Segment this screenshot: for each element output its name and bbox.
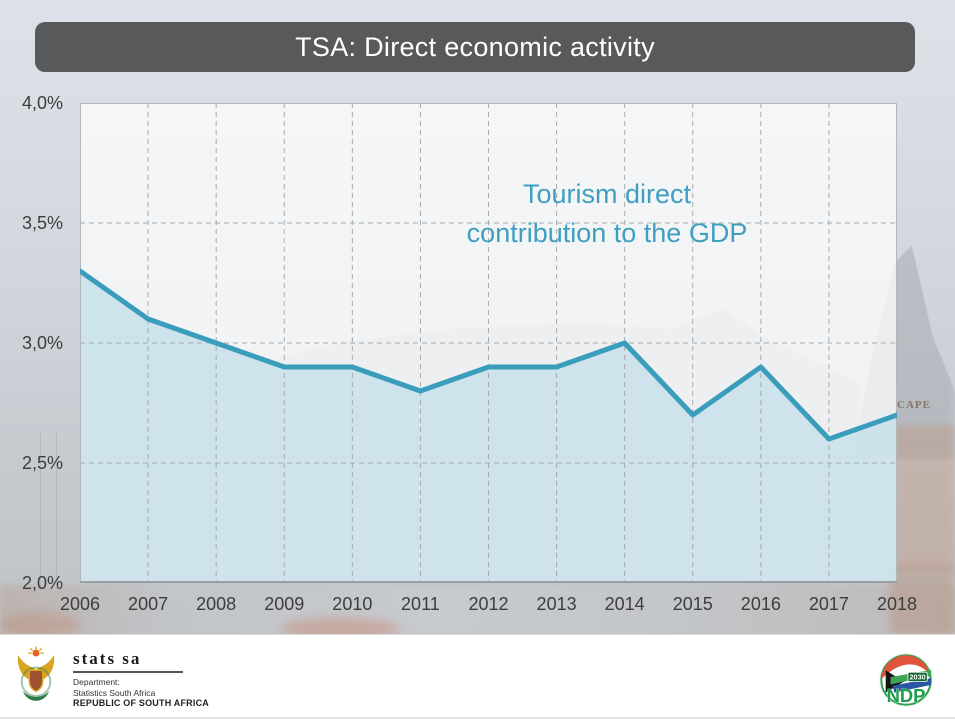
y-tick-label: 3,0%: [21, 333, 63, 353]
x-tick-label: 2010: [332, 594, 373, 614]
statssa-coat-of-arms-icon: [17, 646, 55, 701]
statssa-rule: [73, 671, 183, 673]
x-tick-label: 2011: [401, 594, 440, 614]
statssa-dept-name: Statistics South Africa: [73, 687, 156, 698]
y-tick-label: 4,0%: [21, 93, 63, 113]
x-tick-label: 2009: [264, 594, 305, 614]
chart-canvas: [80, 103, 897, 583]
x-tick-label: 2006: [59, 594, 101, 614]
footer-bottom-line: [0, 717, 955, 719]
ndp-label-text: NDP: [887, 685, 926, 706]
x-tick-label: 2008: [196, 594, 237, 614]
y-tick-label: 2,0%: [21, 573, 63, 593]
x-tick-label: 2015: [672, 594, 713, 614]
y-axis-labels: 4,0% 3,5% 3,0% 2,5% 2,0%: [0, 0, 63, 721]
ndp-logo: 2030 NDP: [877, 651, 935, 714]
chart-annotation: Tourism direct contribution to the GDP: [407, 175, 807, 253]
y-tick-label: 2,5%: [21, 453, 63, 473]
ndp-2030-icon: 2030 NDP: [879, 653, 933, 707]
statssa-brand: stats sa: [73, 649, 142, 668]
y-tick-label: 3,5%: [21, 213, 63, 233]
statssa-text-block: stats sa Department: Statistics South Af…: [73, 644, 209, 709]
chart-plot-area: Tourism direct contribution to the GDP: [80, 103, 897, 583]
x-tick-label: 2016: [740, 594, 781, 614]
chart-annotation-line1: Tourism direct: [522, 179, 692, 209]
ndp-year-text: 2030: [910, 673, 926, 682]
x-tick-label: 2007: [128, 594, 169, 614]
statssa-country: REPUBLIC OF SOUTH AFRICA: [73, 698, 209, 708]
x-tick-label: 2018: [876, 594, 918, 614]
x-tick-label: 2013: [536, 594, 577, 614]
slide-title: TSA: Direct economic activity: [295, 31, 655, 62]
slide-title-bar: TSA: Direct economic activity: [35, 22, 915, 72]
x-tick-label: 2012: [468, 594, 509, 614]
footer: stats sa Department: Statistics South Af…: [0, 634, 955, 721]
x-tick-label: 2017: [808, 594, 849, 614]
background-cape-sign-text: CAPE: [897, 399, 931, 411]
chart-annotation-line2: contribution to the GDP: [466, 218, 748, 248]
x-tick-label: 2014: [604, 594, 645, 614]
statssa-logo: stats sa Department: Statistics South Af…: [15, 644, 209, 709]
statssa-dept-label: Department:: [73, 677, 120, 687]
